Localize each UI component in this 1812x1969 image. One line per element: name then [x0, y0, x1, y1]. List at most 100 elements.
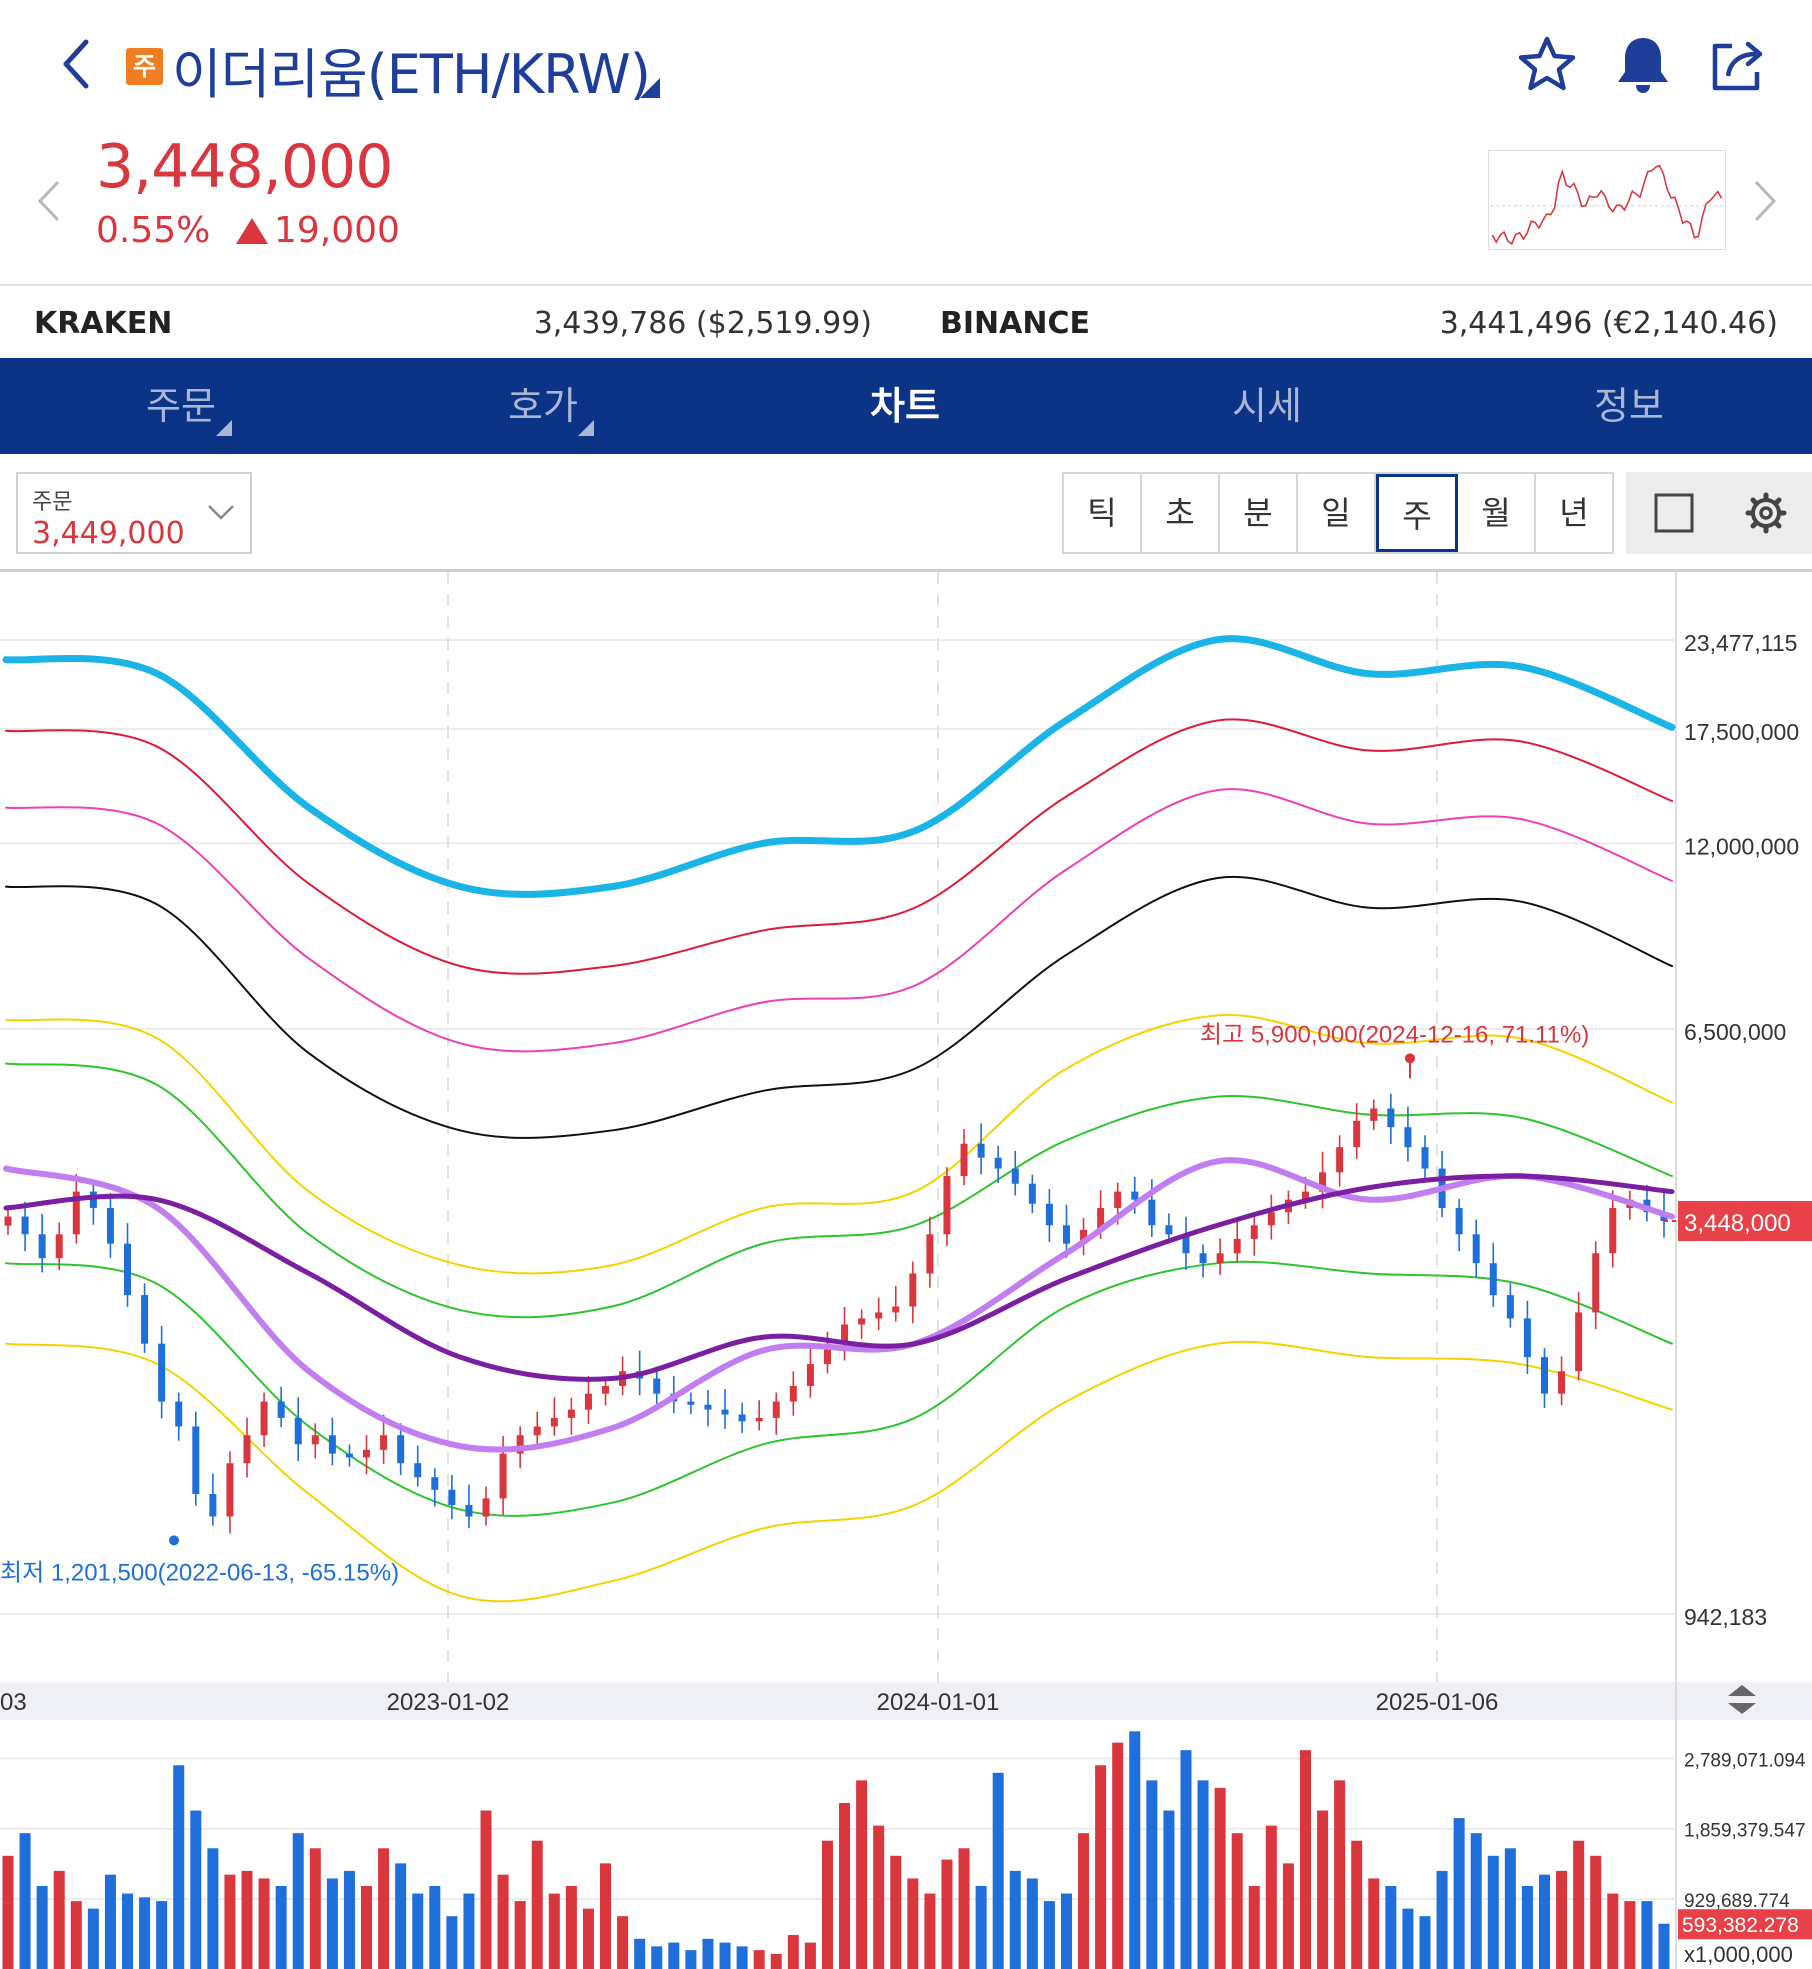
volume-bar	[1009, 1870, 1021, 1969]
candle	[1080, 1217, 1088, 1256]
candle-body	[1489, 1263, 1497, 1296]
low-annotation: 최저 1,201,500(2022-06-13, -65.15%)	[0, 1559, 399, 1586]
candle	[943, 1167, 951, 1247]
candle-body	[1301, 1191, 1309, 1200]
exchange-name-binance: BINANCE	[940, 306, 1090, 341]
title-dropdown-icon[interactable]	[640, 78, 660, 98]
volume-bar	[1180, 1750, 1192, 1969]
volume-bar	[565, 1886, 577, 1969]
candle-body	[1455, 1207, 1463, 1235]
volume-bar	[548, 1893, 560, 1969]
candle	[1216, 1238, 1224, 1275]
candle-body	[4, 1216, 12, 1226]
volume-bar	[839, 1803, 851, 1969]
main-tabs: 주문 호가 차트 시세 정보	[0, 358, 1812, 454]
volume-bar	[36, 1886, 48, 1969]
period-week[interactable]: 주	[1376, 474, 1458, 552]
volume-bar	[719, 1942, 731, 1969]
candle	[875, 1297, 883, 1331]
candle	[687, 1392, 695, 1414]
volume-bar	[685, 1950, 697, 1969]
candle	[909, 1261, 917, 1324]
candle	[1489, 1242, 1497, 1307]
fullscreen-button[interactable]	[1626, 472, 1722, 554]
candle	[1523, 1300, 1531, 1374]
tab-quotes[interactable]: 시세	[1232, 384, 1302, 428]
candle	[277, 1386, 285, 1428]
candle	[1267, 1194, 1275, 1240]
sparkline-chart[interactable]	[1488, 150, 1726, 250]
period-year[interactable]: 년	[1559, 494, 1589, 532]
volume-bar	[1334, 1780, 1346, 1969]
candle	[4, 1207, 12, 1235]
volume-current-label: 593,382.278	[1682, 1914, 1799, 1937]
high-annotation: 최고 5,900,000(2024-12-16, 71.11%)	[1200, 1021, 1589, 1048]
sparkline-line	[1491, 164, 1723, 246]
volume-bar	[480, 1810, 492, 1969]
tab-chart[interactable]: 차트	[870, 384, 940, 428]
asset-title[interactable]: 이더리움(ETH/KRW)	[172, 43, 651, 106]
candle	[977, 1123, 985, 1175]
candle	[260, 1392, 268, 1447]
tab-orderbook[interactable]: 호가	[508, 384, 578, 428]
candle-body	[192, 1426, 200, 1495]
back-icon[interactable]	[52, 34, 102, 94]
candle	[755, 1400, 763, 1431]
share-icon[interactable]	[1706, 32, 1772, 98]
candle-body	[363, 1449, 371, 1458]
tab-info[interactable]: 정보	[1594, 384, 1664, 428]
candle-body	[89, 1191, 97, 1208]
period-second[interactable]: 초	[1142, 474, 1220, 552]
candle-body	[755, 1417, 763, 1422]
prev-asset-icon[interactable]	[36, 178, 62, 224]
period-minute[interactable]: 분	[1220, 474, 1298, 552]
candle-body	[1011, 1168, 1019, 1184]
volume-bar	[924, 1893, 936, 1969]
candle	[772, 1392, 780, 1435]
price-chart[interactable]: 23,477,115 17,500,000 12,000,000 6,500,000 9…	[0, 572, 1812, 1969]
volume-bar	[1504, 1848, 1516, 1969]
order-price-selector[interactable]: 주문 3,449,000	[16, 472, 252, 554]
y-tick-label: 23,477,115	[1684, 630, 1797, 656]
period-month[interactable]: 월	[1458, 474, 1536, 552]
candle-body	[175, 1401, 183, 1427]
volume-bar	[1368, 1878, 1380, 1969]
volume-bar	[617, 1916, 629, 1969]
square-icon	[1654, 493, 1694, 533]
candle	[1592, 1241, 1600, 1330]
candle	[858, 1309, 866, 1339]
candle-body	[1028, 1183, 1036, 1204]
bell-icon[interactable]	[1610, 32, 1676, 98]
candle-body	[738, 1414, 746, 1422]
volume-bar	[1112, 1742, 1124, 1969]
settings-button[interactable]	[1718, 472, 1812, 554]
volume-bar	[1095, 1765, 1107, 1969]
price-summary: 3,448,000 0.55% 19,000	[0, 128, 1812, 278]
volume-bar	[87, 1908, 99, 1969]
period-tick[interactable]: 틱	[1064, 474, 1142, 552]
candle-body	[431, 1477, 439, 1490]
candle-body	[397, 1435, 405, 1464]
x-axis-band	[0, 1682, 1812, 1720]
volume-bar	[1658, 1923, 1670, 1969]
candle	[602, 1377, 610, 1406]
candle-body	[1336, 1147, 1344, 1173]
candle-body	[789, 1386, 797, 1402]
candle-body	[1267, 1212, 1275, 1226]
period-day[interactable]: 일	[1298, 474, 1376, 552]
volume-bar	[156, 1901, 168, 1969]
tab-order[interactable]: 주문	[146, 384, 216, 428]
candle-body	[1609, 1207, 1617, 1254]
candle-body	[311, 1435, 319, 1445]
candle-body	[858, 1318, 866, 1325]
volume-bar	[326, 1878, 338, 1969]
volume-bar	[1624, 1901, 1636, 1969]
candle-body	[294, 1417, 302, 1445]
candle-body	[124, 1243, 132, 1296]
candle	[448, 1474, 456, 1520]
candle-body	[55, 1234, 63, 1259]
star-icon[interactable]	[1514, 32, 1580, 98]
next-asset-icon[interactable]	[1752, 178, 1778, 224]
candle-body	[1216, 1253, 1224, 1264]
volume-tick-label: 1,859,379.547	[1684, 1821, 1806, 1842]
